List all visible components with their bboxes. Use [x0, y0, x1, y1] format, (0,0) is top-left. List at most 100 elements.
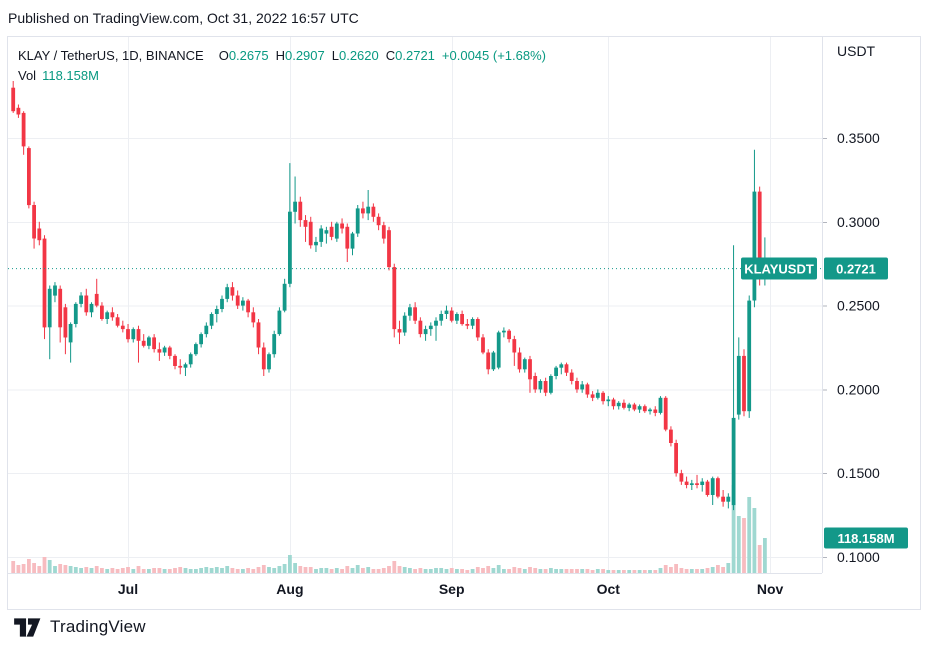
candle [554, 367, 558, 376]
candle [68, 324, 73, 343]
volume-bar [695, 569, 699, 573]
candle [616, 402, 621, 407]
gridlines [8, 37, 827, 573]
volume-bar [700, 569, 705, 573]
candle [705, 481, 710, 495]
candle [637, 406, 642, 410]
candle [136, 329, 141, 341]
volume-bar [194, 569, 198, 573]
volume-bar [522, 569, 527, 573]
volume-bar [79, 568, 83, 573]
candle [314, 241, 318, 246]
candle [319, 228, 324, 242]
time-axis[interactable]: Jul Aug Sep Oct Nov [118, 581, 784, 597]
volume-label: Vol [18, 68, 37, 83]
volume-bar [491, 568, 496, 573]
candle [381, 225, 386, 239]
candle [470, 319, 475, 326]
volume-bar [308, 567, 313, 573]
candle [63, 307, 68, 338]
volume-bar [449, 568, 454, 573]
candle [465, 324, 470, 326]
month-tick-label: Sep [439, 581, 465, 597]
volume-bar [747, 497, 752, 573]
volume-bar [340, 569, 344, 573]
volume-bar [376, 569, 381, 573]
volume-bar [178, 567, 183, 573]
volume-bar [569, 569, 574, 573]
volume-bar [721, 567, 725, 573]
volume-bar [392, 561, 397, 573]
candle [402, 315, 407, 333]
candle [716, 478, 720, 497]
volume-bar [616, 570, 621, 573]
candle [105, 312, 110, 319]
candle [507, 330, 511, 340]
candle [475, 319, 480, 338]
price-tick-label: 0.2000 [837, 381, 880, 397]
ohlc-close: C0.2721 [385, 48, 435, 63]
volume-bar [11, 561, 16, 573]
price-tick-label: 0.3500 [837, 130, 880, 146]
candle [408, 307, 412, 316]
candle [387, 230, 391, 268]
volume-bar [94, 566, 99, 573]
candle [188, 354, 193, 365]
volume-bar [16, 565, 21, 573]
volume-bar [272, 568, 277, 573]
volume-bar [554, 569, 558, 573]
candle [225, 287, 230, 299]
volume-bar [731, 485, 736, 573]
volume-bar [726, 563, 731, 573]
volume-bar [105, 569, 110, 573]
candle [350, 233, 355, 249]
candle [434, 320, 438, 326]
volume-bar [204, 567, 209, 573]
candle [669, 429, 673, 443]
candle [371, 206, 376, 217]
volume-row: Vol 118.158M [18, 66, 546, 86]
volume-bar [241, 569, 245, 573]
candle [632, 404, 637, 410]
candle [209, 314, 214, 326]
volume-bar [167, 569, 172, 573]
candle [736, 355, 741, 415]
volume-bar [63, 565, 68, 573]
volume-bar [590, 570, 595, 573]
candle [235, 295, 240, 306]
candle [606, 399, 611, 402]
price-axis[interactable]: USDT 0.3500 0.3000 0.2500 0.2000 0.1500 0.1000 [837, 43, 880, 565]
month-tick-label: Nov [757, 581, 784, 597]
candle [460, 314, 464, 325]
candle [277, 310, 282, 335]
volume-bar [334, 568, 339, 573]
candlestick-chart[interactable]: USDT 0.3500 0.3000 0.2500 0.2000 0.1500 0.1000… [8, 37, 918, 607]
volume-bar [131, 569, 136, 573]
candle [590, 394, 595, 398]
volume-bar [502, 569, 506, 573]
volume-bar [507, 569, 511, 573]
axis-currency-label: USDT [837, 43, 876, 59]
volume-bar [288, 555, 292, 573]
volume-bar [658, 568, 663, 573]
last-price-badge: 0.2721 [824, 257, 888, 280]
candle [303, 220, 308, 227]
volume-bar [538, 569, 543, 573]
candle [580, 384, 585, 390]
candle [439, 314, 444, 321]
candle [53, 285, 57, 296]
price-tick-label: 0.1000 [837, 549, 880, 565]
candle [355, 208, 360, 234]
volume-bar [413, 569, 417, 573]
candle [496, 332, 501, 368]
volume-bar [460, 569, 464, 573]
volume-bar [209, 568, 214, 573]
volume-bar [246, 568, 250, 573]
candle [21, 112, 26, 147]
candle [157, 349, 162, 353]
candle [199, 334, 203, 345]
candle [32, 205, 36, 239]
volume-bar [674, 564, 678, 573]
candle [502, 330, 506, 333]
candle [220, 298, 224, 309]
